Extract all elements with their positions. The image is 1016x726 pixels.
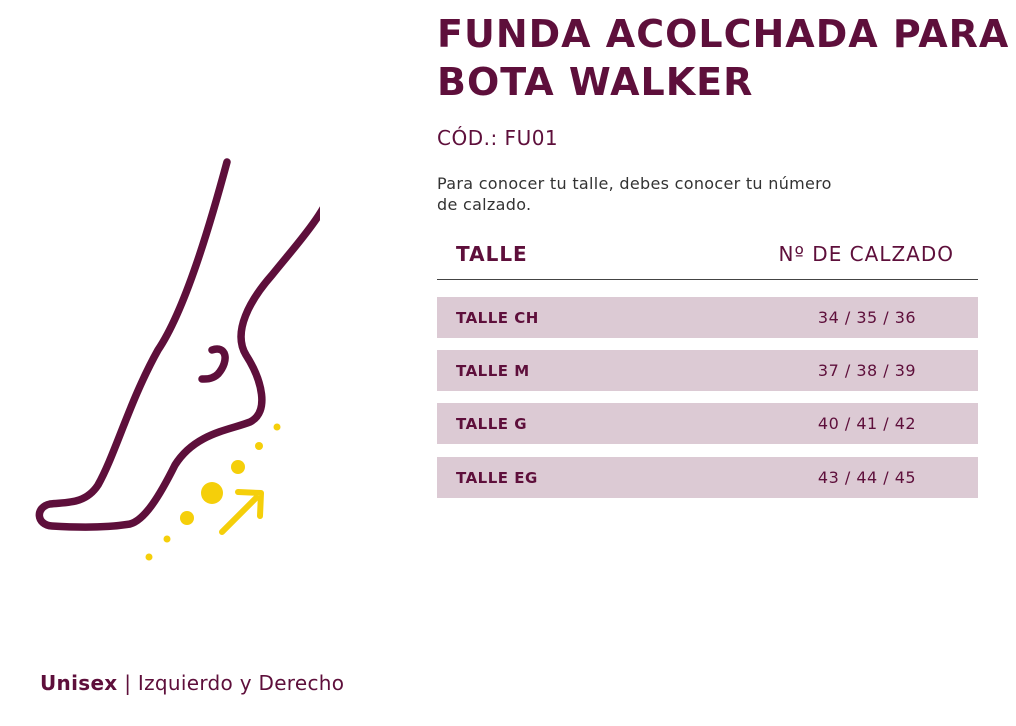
table-row: TALLE M 37 / 38 / 39: [437, 350, 978, 391]
shoe-numbers: 43 / 44 / 45: [817, 468, 917, 487]
header-size: TALLE: [456, 242, 528, 266]
product-code: CÓD.: FU01: [437, 126, 559, 150]
dot: [145, 553, 153, 561]
dot: [231, 460, 245, 474]
shoe-numbers: 37 / 38 / 39: [817, 361, 917, 380]
foot-outline-path: [35, 158, 320, 531]
dot: [255, 442, 263, 450]
dot: [180, 511, 194, 525]
size-label: TALLE M: [456, 362, 530, 380]
size-intro-text: Para conocer tu talle, debes conocer tu …: [437, 174, 832, 214]
table-row: TALLE G 40 / 41 / 42: [437, 403, 978, 444]
footer-separator: |: [124, 671, 132, 695]
table-row: TALLE EG 43 / 44 / 45: [437, 457, 978, 498]
size-label: TALLE CH: [456, 309, 539, 327]
shoe-numbers: 40 / 41 / 42: [817, 414, 917, 433]
dot: [163, 535, 171, 543]
table-row: TALLE CH 34 / 35 / 36: [437, 297, 978, 338]
product-title: FUNDA ACOLCHADA PARA BOTA WALKER: [437, 12, 1010, 104]
ankle-bone-path: [198, 345, 229, 383]
shoe-numbers: 34 / 35 / 36: [817, 308, 917, 327]
footer-note: Unisex | Izquierdo y Derecho: [40, 671, 344, 695]
footer-detail: Izquierdo y Derecho: [137, 671, 345, 695]
header-shoe-number: Nº DE CALZADO: [778, 242, 954, 266]
size-table: TALLE Nº DE CALZADO TALLE CH 34 / 35 / 3…: [437, 236, 978, 498]
arrow-dots-icon: [145, 423, 281, 561]
foot-outline-icon: [35, 158, 320, 531]
dot: [201, 482, 223, 504]
arrow-shaft: [219, 495, 259, 535]
arrow-head: [235, 489, 264, 519]
size-label: TALLE G: [456, 415, 528, 433]
foot-illustration: [35, 158, 320, 561]
size-label: TALLE EG: [456, 469, 538, 487]
footer-unisex-label: Unisex: [40, 671, 118, 695]
size-table-header: TALLE Nº DE CALZADO: [437, 236, 978, 280]
dot: [273, 423, 281, 431]
